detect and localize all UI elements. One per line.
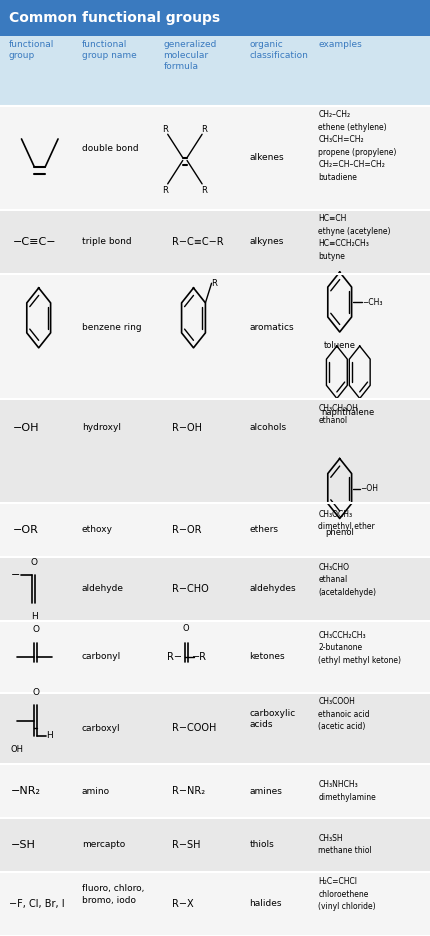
Text: generalized
molecular
formula: generalized molecular formula bbox=[163, 40, 217, 71]
Text: CH₂–CH₂
ethene (ethylene)
CH₃CH=CH₂
propene (propylene)
CH₂=CH–CH=CH₂
butadiene: CH₂–CH₂ ethene (ethylene) CH₃CH=CH₂ prop… bbox=[318, 110, 396, 182]
Bar bbox=[0, 818, 430, 871]
Text: amines: amines bbox=[249, 786, 282, 796]
Text: H: H bbox=[31, 612, 38, 622]
Text: fluoro, chloro,
bromo, iodo: fluoro, chloro, bromo, iodo bbox=[82, 884, 144, 905]
Text: R: R bbox=[201, 125, 207, 134]
Text: triple bond: triple bond bbox=[82, 237, 131, 246]
Text: CH₃COOH
ethanoic acid
(acetic acid): CH₃COOH ethanoic acid (acetic acid) bbox=[318, 697, 370, 731]
Bar bbox=[0, 400, 430, 503]
Bar bbox=[0, 764, 430, 818]
Text: double bond: double bond bbox=[82, 144, 138, 153]
Text: H₂C=CHCl
chloroethene
(vinyl chloride): H₂C=CHCl chloroethene (vinyl chloride) bbox=[318, 877, 376, 912]
Text: benzene ring: benzene ring bbox=[82, 323, 141, 331]
FancyBboxPatch shape bbox=[0, 0, 430, 36]
Text: R−SH: R−SH bbox=[172, 840, 200, 850]
Text: naphthalene: naphthalene bbox=[322, 408, 375, 417]
Text: −SH: −SH bbox=[11, 840, 36, 850]
Bar bbox=[0, 693, 430, 764]
Text: ketones: ketones bbox=[249, 652, 285, 662]
Text: HC≡CH
ethyne (acetylene)
HC≡CCH₂CH₃
butyne: HC≡CH ethyne (acetylene) HC≡CCH₂CH₃ buty… bbox=[318, 214, 391, 261]
Text: −CH₃: −CH₃ bbox=[362, 298, 383, 307]
Text: ethers: ethers bbox=[249, 525, 278, 534]
Text: mercapto: mercapto bbox=[82, 841, 125, 849]
Text: OH: OH bbox=[11, 745, 24, 754]
Text: functional
group: functional group bbox=[9, 40, 54, 60]
Text: aromatics: aromatics bbox=[249, 323, 294, 331]
Text: CH₃CH₂OH
ethanol: CH₃CH₂OH ethanol bbox=[318, 404, 358, 425]
Text: examples: examples bbox=[318, 40, 362, 50]
Bar bbox=[0, 557, 430, 622]
Text: R−CHO: R−CHO bbox=[172, 584, 209, 593]
Text: R: R bbox=[212, 279, 218, 287]
Text: aldehydes: aldehydes bbox=[249, 584, 296, 593]
Text: amino: amino bbox=[82, 786, 110, 796]
Text: R−OH: R−OH bbox=[172, 423, 202, 432]
Bar bbox=[0, 274, 430, 400]
Text: R−OR: R−OR bbox=[172, 525, 202, 534]
Text: carboxylic
acids: carboxylic acids bbox=[249, 709, 296, 729]
Text: R: R bbox=[201, 186, 207, 195]
Text: R−C≡C−R: R−C≡C−R bbox=[172, 237, 224, 247]
Text: hydroxyl: hydroxyl bbox=[82, 423, 121, 432]
Text: R−: R− bbox=[167, 651, 181, 662]
Text: alkenes: alkenes bbox=[249, 154, 284, 162]
Text: CH₃CCH₂CH₃
2-butanone
(ethyl methyl ketone): CH₃CCH₂CH₃ 2-butanone (ethyl methyl keto… bbox=[318, 631, 401, 665]
Text: alkynes: alkynes bbox=[249, 237, 284, 246]
Text: Common functional groups: Common functional groups bbox=[9, 11, 220, 24]
Bar bbox=[0, 503, 430, 557]
Text: organic
classification: organic classification bbox=[249, 40, 308, 60]
Text: R: R bbox=[163, 186, 169, 195]
Text: −OH: −OH bbox=[13, 423, 40, 432]
Text: −: − bbox=[11, 570, 21, 579]
Text: CH₃NHCH₃
dimethylamine: CH₃NHCH₃ dimethylamine bbox=[318, 781, 376, 802]
Text: CH₃SH
methane thiol: CH₃SH methane thiol bbox=[318, 834, 372, 856]
Text: −C≡C−: −C≡C− bbox=[13, 237, 56, 247]
Text: halides: halides bbox=[249, 899, 282, 908]
Text: thiols: thiols bbox=[249, 841, 274, 849]
Text: CH₃CHO
ethanal
(acetaldehyde): CH₃CHO ethanal (acetaldehyde) bbox=[318, 563, 376, 596]
Text: R−X: R−X bbox=[172, 899, 194, 909]
Text: R−COOH: R−COOH bbox=[172, 724, 216, 734]
Text: phenol: phenol bbox=[325, 528, 354, 537]
Text: toluene: toluene bbox=[324, 342, 356, 350]
Text: R−NR₂: R−NR₂ bbox=[172, 786, 205, 796]
Text: −NR₂: −NR₂ bbox=[11, 786, 41, 796]
Text: O: O bbox=[32, 688, 39, 696]
Text: aldehyde: aldehyde bbox=[82, 584, 124, 593]
Bar bbox=[0, 36, 430, 106]
Text: R: R bbox=[163, 125, 169, 134]
Text: carbonyl: carbonyl bbox=[82, 652, 121, 662]
Text: −F, Cl, Br, I: −F, Cl, Br, I bbox=[9, 899, 64, 909]
Bar bbox=[0, 106, 430, 210]
Text: O: O bbox=[31, 559, 38, 567]
Text: −OH: −OH bbox=[360, 484, 378, 493]
Text: functional
group name: functional group name bbox=[82, 40, 136, 60]
Text: −R: −R bbox=[193, 651, 207, 662]
Bar bbox=[0, 622, 430, 693]
Bar bbox=[0, 871, 430, 936]
Text: O: O bbox=[32, 625, 39, 635]
Bar bbox=[0, 210, 430, 274]
Text: carboxyl: carboxyl bbox=[82, 724, 120, 733]
Text: H: H bbox=[46, 731, 53, 740]
Text: CH₃OCH₃
dimethyl ether: CH₃OCH₃ dimethyl ether bbox=[318, 510, 375, 532]
Text: alcohols: alcohols bbox=[249, 423, 286, 432]
Text: −OR: −OR bbox=[13, 525, 39, 534]
Text: ethoxy: ethoxy bbox=[82, 525, 113, 534]
Text: O: O bbox=[183, 624, 190, 634]
